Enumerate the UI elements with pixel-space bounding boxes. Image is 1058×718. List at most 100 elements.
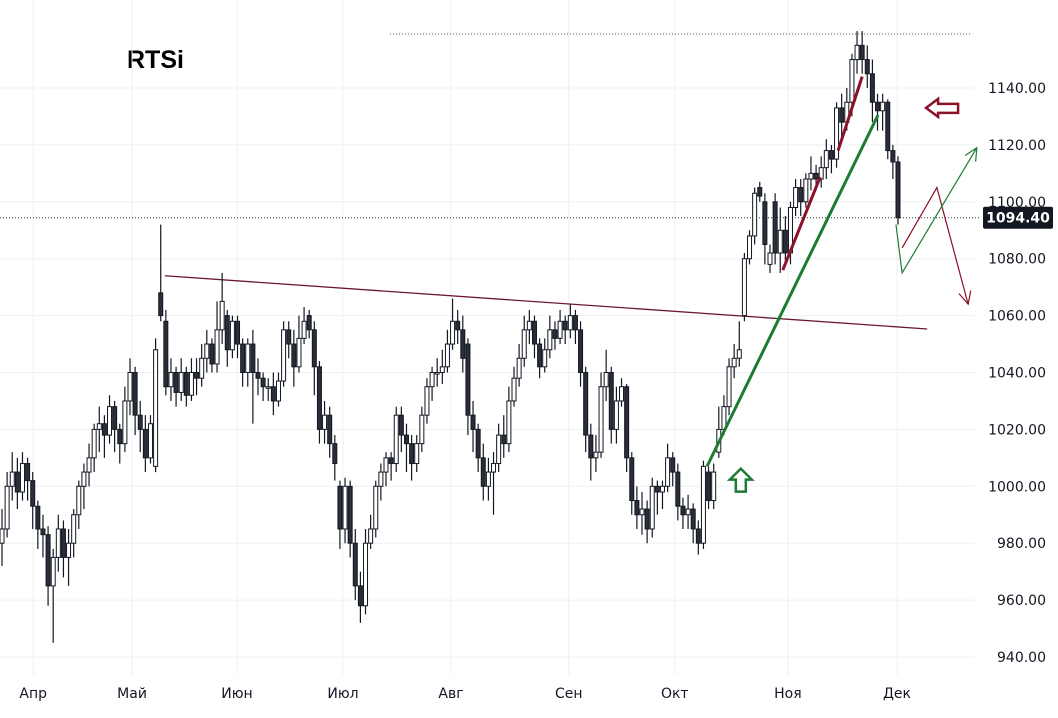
candle-body bbox=[388, 457, 394, 465]
candle-body bbox=[224, 315, 230, 351]
candle-body bbox=[183, 372, 189, 396]
candle bbox=[199, 344, 205, 387]
candle-body bbox=[439, 366, 445, 373]
candle-body bbox=[245, 343, 251, 373]
candle bbox=[716, 406, 722, 458]
candle-body bbox=[619, 386, 625, 402]
candle bbox=[516, 344, 522, 387]
candle bbox=[572, 309, 578, 345]
candle bbox=[854, 31, 860, 74]
candle-body bbox=[465, 343, 471, 416]
candle bbox=[0, 509, 5, 566]
candle bbox=[869, 59, 875, 123]
candle bbox=[885, 99, 891, 160]
candle-body bbox=[286, 329, 292, 345]
candle-body bbox=[834, 107, 840, 160]
candle bbox=[501, 415, 507, 458]
candle-body bbox=[204, 343, 210, 359]
candle-body bbox=[506, 400, 512, 445]
candle-body bbox=[885, 101, 891, 152]
candle bbox=[270, 372, 276, 416]
candle bbox=[240, 338, 246, 387]
candle-body bbox=[767, 252, 773, 265]
candle bbox=[537, 338, 543, 379]
candle-body bbox=[291, 343, 297, 368]
candle bbox=[265, 378, 271, 401]
candle bbox=[96, 406, 102, 453]
candle-body bbox=[762, 201, 768, 245]
candle-body bbox=[347, 485, 353, 544]
red-projection-arrow-arrowhead-icon bbox=[958, 290, 972, 306]
candle bbox=[578, 321, 584, 387]
candle bbox=[388, 452, 394, 481]
candle-body bbox=[665, 457, 671, 487]
candle bbox=[142, 415, 148, 473]
candle-body bbox=[593, 451, 599, 459]
candle-body bbox=[644, 508, 650, 530]
candle-body bbox=[649, 485, 655, 530]
candle bbox=[782, 216, 788, 265]
candle bbox=[480, 443, 486, 501]
candle bbox=[245, 338, 251, 387]
candle-body bbox=[311, 329, 317, 368]
candle-body bbox=[137, 414, 143, 430]
candle bbox=[588, 423, 594, 481]
candle bbox=[624, 383, 630, 473]
red-trend-segment bbox=[836, 76, 864, 152]
candle-body bbox=[414, 443, 420, 465]
y-tick-label: 1040.00 bbox=[988, 366, 1046, 382]
candle bbox=[342, 477, 348, 544]
x-tick-label: Май bbox=[117, 686, 147, 702]
candle-body bbox=[107, 406, 113, 436]
candle bbox=[455, 309, 461, 345]
candle bbox=[695, 520, 701, 555]
candle bbox=[741, 253, 747, 322]
candle-body bbox=[275, 380, 281, 402]
candle-body bbox=[142, 428, 148, 459]
candle bbox=[127, 358, 133, 416]
x-tick-label: Апр bbox=[19, 686, 47, 702]
candle bbox=[767, 244, 773, 273]
candle bbox=[235, 315, 241, 359]
candle-body bbox=[823, 150, 829, 169]
candle-body bbox=[654, 485, 660, 493]
candle bbox=[649, 477, 655, 538]
candle bbox=[4, 472, 10, 538]
candle bbox=[828, 144, 834, 174]
candle-body bbox=[711, 471, 717, 502]
candle bbox=[194, 358, 200, 396]
candle-body bbox=[680, 505, 686, 516]
x-tick-label: Сен bbox=[555, 686, 583, 702]
candle bbox=[665, 443, 671, 492]
candle-body bbox=[373, 485, 379, 530]
candle bbox=[757, 181, 763, 202]
candle bbox=[752, 187, 758, 245]
candle-body bbox=[731, 357, 737, 368]
candle bbox=[839, 93, 845, 140]
candle-body bbox=[828, 150, 834, 160]
candle bbox=[296, 315, 302, 373]
candle bbox=[670, 452, 676, 487]
candle bbox=[685, 494, 691, 529]
candle bbox=[50, 548, 56, 643]
candle bbox=[173, 366, 179, 407]
candle-body bbox=[357, 585, 363, 607]
candle-body bbox=[153, 349, 159, 467]
candle-body bbox=[55, 528, 61, 558]
candle-body bbox=[777, 229, 783, 254]
last-price-badge bbox=[983, 206, 1053, 229]
candle bbox=[700, 460, 706, 549]
candle bbox=[352, 528, 358, 601]
candle-body bbox=[475, 428, 481, 459]
candle-body bbox=[547, 329, 553, 351]
resistance-line bbox=[164, 275, 928, 330]
candle bbox=[275, 372, 281, 407]
candle bbox=[25, 457, 31, 501]
candle bbox=[511, 366, 517, 407]
candle-body bbox=[235, 320, 241, 345]
candle-body bbox=[194, 372, 200, 379]
candle bbox=[178, 358, 184, 401]
candle-body bbox=[706, 471, 712, 502]
candle bbox=[552, 321, 558, 350]
